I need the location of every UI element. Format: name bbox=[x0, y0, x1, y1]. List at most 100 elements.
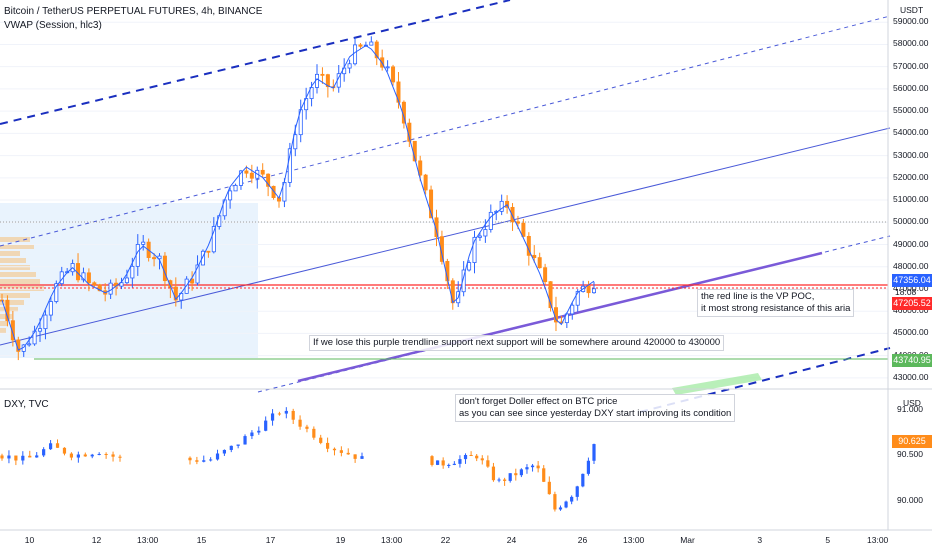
btc-candle-body bbox=[271, 185, 276, 198]
dxy-candle-body bbox=[480, 458, 484, 461]
volume-profile-bar bbox=[0, 265, 30, 270]
dxy-candle-body bbox=[69, 453, 74, 458]
time-tick-label: 12 bbox=[91, 535, 102, 545]
dxy-candle-body bbox=[222, 449, 226, 454]
btc-candle-body bbox=[287, 148, 292, 183]
price-tick-label: 46000.00 bbox=[893, 305, 929, 316]
dxy-candle-body bbox=[48, 443, 53, 450]
dxy-candle-body bbox=[491, 466, 496, 481]
dxy-candle-body bbox=[195, 460, 199, 462]
btc-candle-body bbox=[184, 278, 189, 294]
btc-candle-body bbox=[130, 265, 135, 279]
dxy-tick-label: 90.500 bbox=[897, 449, 923, 460]
dxy-candle-body bbox=[111, 454, 115, 457]
btc-candle-body bbox=[429, 189, 434, 219]
dxy-candle-body bbox=[188, 457, 192, 461]
btc-candle-body bbox=[206, 250, 211, 253]
purple-trendline[interactable] bbox=[297, 251, 823, 383]
btc-candle-body bbox=[43, 314, 48, 330]
countdown: 18:08 bbox=[895, 287, 917, 297]
dxy-candle-body bbox=[508, 473, 512, 481]
time-tick-label: 13:00 bbox=[381, 535, 403, 545]
dxy-candle-body bbox=[430, 456, 434, 465]
dxy-legend-title[interactable]: DXY, TVC bbox=[4, 399, 49, 410]
volume-profile-bar bbox=[0, 293, 30, 298]
dxy-candle-body bbox=[536, 465, 540, 469]
dxy-currency-label: USD bbox=[903, 398, 921, 408]
btc-candle-body bbox=[238, 170, 243, 186]
dxy-candle-body bbox=[553, 494, 557, 510]
btc-candle-body bbox=[592, 288, 597, 294]
dxy-candle-body bbox=[447, 464, 451, 466]
price-tick-label: 43000.00 bbox=[893, 371, 929, 382]
btc-candle-body bbox=[483, 229, 488, 237]
btc-candle-body bbox=[309, 87, 314, 99]
vwap-legend[interactable]: VWAP (Session, hlc3) bbox=[4, 20, 102, 31]
dxy-candle-body bbox=[503, 479, 507, 481]
btc-candle-body bbox=[54, 283, 59, 302]
btc-candle-body bbox=[38, 328, 43, 332]
btc-candle-body bbox=[385, 66, 390, 69]
volume-profile-bar bbox=[0, 237, 30, 242]
volume-profile-bar bbox=[0, 328, 6, 333]
dxy-candle-body bbox=[42, 449, 46, 456]
time-tick-label: 24 bbox=[506, 535, 517, 545]
btc-candle-body bbox=[86, 272, 91, 284]
btc-candle-body bbox=[119, 282, 124, 287]
btc-candle-body bbox=[141, 241, 146, 245]
channel-mid-dashed bbox=[0, 15, 891, 247]
dxy-candle-body bbox=[326, 442, 330, 449]
dxy-candle-body bbox=[497, 479, 501, 481]
dxy-note[interactable]: don't forget Doller effect on BTC price … bbox=[455, 394, 736, 422]
dxy-candle-body bbox=[435, 460, 440, 465]
dxy-candle-body bbox=[542, 468, 546, 482]
time-tick-label: 13:00 bbox=[867, 535, 889, 545]
btc-candle-body bbox=[353, 44, 358, 65]
btc-candle-body bbox=[374, 41, 379, 59]
dxy-tick-label: 91.000 bbox=[897, 404, 923, 415]
btc-candle-body bbox=[358, 44, 363, 47]
time-tick-label: 13:00 bbox=[623, 535, 645, 545]
dxy-candle-body bbox=[547, 481, 551, 495]
dxy-candle-body bbox=[243, 436, 247, 445]
dxy-candle-body bbox=[570, 496, 574, 502]
price-tick-label: 50000.00 bbox=[893, 216, 929, 227]
dxy-candle-body bbox=[558, 507, 563, 510]
time-tick-label: 15 bbox=[196, 535, 207, 545]
dxy-candle-body bbox=[104, 453, 108, 455]
poc-note[interactable]: the red line is the VP POC, it most stro… bbox=[697, 289, 855, 317]
btc-candle-body bbox=[521, 222, 526, 237]
dxy-candle-body bbox=[28, 455, 32, 458]
volume-profile-bar bbox=[0, 279, 40, 284]
btc-candle-body bbox=[575, 291, 580, 306]
time-tick-label: 22 bbox=[440, 535, 451, 545]
dxy-candle-body bbox=[575, 486, 579, 497]
volume-profile-bar bbox=[0, 258, 26, 263]
dxy-candle-body bbox=[291, 410, 295, 420]
support-price-box: 43740.95 bbox=[892, 354, 932, 367]
dxy-candle-body bbox=[360, 456, 364, 459]
btc-candle-body bbox=[369, 41, 374, 46]
price-tick-label: 45000.00 bbox=[893, 327, 929, 338]
main-legend-title[interactable]: Bitcoin / TetherUS PERPETUAL FUTURES, 4h… bbox=[4, 6, 263, 17]
dxy-candle-body bbox=[339, 450, 343, 453]
btc-candle-body bbox=[157, 255, 162, 260]
dxy-note-line1: don't forget Doller effect on BTC price bbox=[459, 396, 618, 407]
dxy-candle-body bbox=[7, 455, 11, 459]
volume-profile-bar bbox=[0, 244, 34, 249]
btc-candle-body bbox=[325, 74, 330, 88]
price-tick-label: 52000.00 bbox=[893, 171, 929, 182]
dxy-candle-body bbox=[519, 469, 523, 476]
dxy-candle-body bbox=[21, 455, 25, 461]
dxy-candle-body bbox=[298, 419, 302, 427]
support-note[interactable]: If we lose this purple trendline support… bbox=[309, 335, 725, 351]
poc-note-line2: it most strong resistance of this aria bbox=[701, 303, 851, 314]
dxy-candle-body bbox=[236, 444, 240, 446]
channel-solid-line bbox=[0, 127, 891, 346]
dxy-candle-body bbox=[332, 448, 337, 451]
dxy-candle-body bbox=[55, 443, 60, 448]
dxy-candle-body bbox=[264, 420, 268, 431]
dxy-candle-body bbox=[62, 447, 67, 454]
btc-candle-body bbox=[152, 257, 157, 260]
